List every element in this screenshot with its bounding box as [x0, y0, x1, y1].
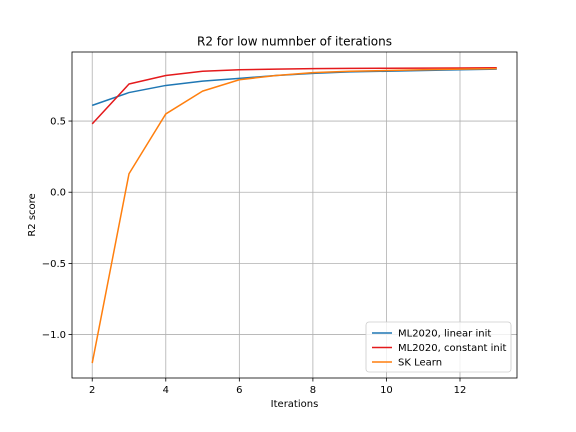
y-axis-ticks: −1.0 −0.5 0.0 0.5	[42, 117, 72, 341]
y-tick-label: −0.5	[42, 259, 66, 270]
y-tick-label: 0.0	[50, 188, 66, 199]
x-tick-label: 10	[380, 385, 393, 396]
y-tick-label: −1.0	[42, 330, 66, 341]
x-tick-label: 4	[163, 385, 169, 396]
x-tick-label: 2	[89, 385, 95, 396]
legend-label-1: ML2020, constant init	[398, 343, 507, 354]
y-axis-label: R2 score	[27, 193, 38, 236]
x-tick-label: 12	[454, 385, 467, 396]
y-tick-label: 0.5	[50, 117, 66, 128]
series-line-1	[91, 67, 497, 125]
series-lines	[91, 67, 497, 364]
legend-label-0: ML2020, linear init	[398, 329, 491, 340]
x-tick-label: 8	[310, 385, 316, 396]
x-axis-label: Iterations	[271, 399, 319, 410]
x-axis-ticks: 2 4 6 8 10 12	[89, 378, 466, 396]
legend-box	[365, 321, 512, 373]
legend-label-2: SK Learn	[398, 358, 442, 369]
chart-title: R2 for low numnber of iterations	[197, 35, 392, 49]
series-line-2	[91, 67, 497, 364]
plot-area-frame	[71, 51, 518, 379]
legend: ML2020, linear init ML2020, constant init…	[365, 321, 512, 373]
x-tick-label: 6	[236, 385, 242, 396]
